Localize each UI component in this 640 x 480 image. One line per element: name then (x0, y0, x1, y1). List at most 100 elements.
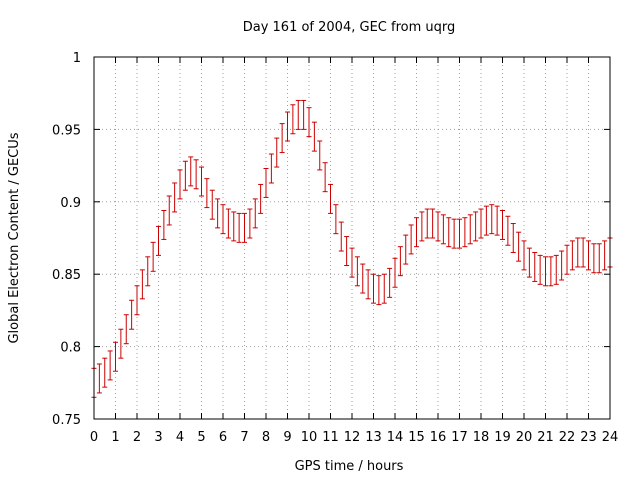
x-tick-label: 6 (219, 430, 227, 445)
x-tick-label: 15 (408, 430, 425, 445)
error-bars (91, 99, 613, 398)
data-point (193, 159, 199, 190)
data-point (376, 275, 382, 306)
x-tick-label: 13 (365, 430, 382, 445)
data-point (344, 236, 350, 267)
data-point (580, 237, 586, 268)
x-tick-labels: 0 1 2 3 4 5 6 7 8 9 10 11 12 13 14 15 16 17 18 19 20 21 22 23 24 (90, 430, 618, 445)
data-point (328, 183, 333, 214)
data-point (586, 240, 591, 271)
data-point (403, 234, 409, 265)
y-tick-label: 1 (73, 51, 81, 66)
data-point (505, 215, 511, 246)
data-point (419, 211, 425, 242)
y-axis-title: Global Electron Content / GECUs (7, 132, 22, 343)
data-point (559, 250, 565, 281)
data-point (252, 198, 258, 229)
y-tick-label: 0.75 (52, 413, 81, 428)
x-tick-label: 0 (90, 430, 98, 445)
data-point (258, 183, 264, 214)
data-point (537, 254, 543, 285)
data-point (494, 205, 500, 236)
grid (94, 57, 610, 419)
x-tick-label: 16 (430, 430, 447, 445)
data-point (596, 243, 602, 274)
data-point (188, 156, 194, 187)
data-point (96, 363, 102, 394)
x-tick-label: 23 (580, 430, 597, 445)
data-point (349, 247, 355, 278)
data-point (306, 107, 312, 138)
data-point (311, 121, 317, 152)
x-tick-label: 11 (322, 430, 339, 445)
data-point (543, 256, 548, 287)
y-tick-label: 0.9 (60, 196, 81, 211)
data-point (301, 99, 307, 130)
data-point (489, 204, 495, 235)
x-tick-label: 18 (473, 430, 490, 445)
data-point (553, 254, 559, 285)
data-point (564, 244, 570, 275)
data-point (199, 166, 204, 197)
y-tick-label: 0.8 (60, 341, 81, 356)
data-point (129, 299, 135, 330)
x-tick-label: 17 (451, 430, 468, 445)
data-point (526, 247, 532, 278)
x-tick-label: 12 (344, 430, 361, 445)
data-point (365, 269, 371, 300)
data-point (279, 123, 285, 154)
data-point (602, 240, 608, 271)
data-point (354, 256, 360, 287)
y-tick-label: 0.95 (52, 123, 81, 138)
data-point (510, 223, 516, 253)
data-point (483, 205, 489, 236)
x-tick-label: 22 (559, 430, 576, 445)
data-point (424, 208, 430, 239)
data-point (473, 211, 479, 242)
y-tick-label: 0.85 (52, 268, 81, 283)
data-point (516, 231, 522, 262)
data-point (462, 217, 468, 248)
data-point (231, 211, 237, 242)
data-point (548, 256, 554, 287)
data-point (209, 189, 215, 220)
y-tick-labels: 0.75 0.8 0.85 0.9 0.95 1 (52, 51, 81, 428)
data-point (440, 214, 446, 245)
data-point (225, 208, 231, 239)
data-point (247, 208, 253, 239)
chart-title: Day 161 of 2004, GEC from uqrg (243, 20, 456, 35)
data-point (575, 237, 581, 268)
data-point (381, 273, 387, 304)
data-point (451, 218, 457, 249)
data-point (521, 240, 527, 271)
data-point (322, 162, 328, 193)
data-point (274, 137, 280, 168)
x-tick-label: 10 (301, 430, 318, 445)
data-point (338, 221, 344, 252)
x-tick-label: 1 (111, 430, 119, 445)
x-axis-title: GPS time / hours (295, 459, 404, 474)
data-point (242, 212, 247, 243)
data-point (161, 209, 167, 240)
data-point (569, 240, 575, 271)
data-point (145, 256, 151, 287)
data-point (166, 195, 172, 226)
data-point (446, 217, 452, 248)
data-point (123, 314, 129, 345)
data-point (414, 217, 419, 248)
data-point (156, 225, 161, 256)
data-point (360, 263, 366, 294)
data-point (408, 224, 414, 255)
x-tick-label: 8 (262, 430, 270, 445)
data-point (285, 111, 290, 142)
x-tick-label: 19 (494, 430, 511, 445)
data-point (107, 350, 113, 381)
data-point (467, 214, 473, 245)
data-point (478, 208, 484, 239)
data-point (317, 140, 323, 171)
data-point (263, 167, 269, 198)
data-point (204, 178, 210, 209)
data-point (139, 269, 145, 300)
data-point (371, 273, 376, 304)
data-point (134, 285, 140, 316)
